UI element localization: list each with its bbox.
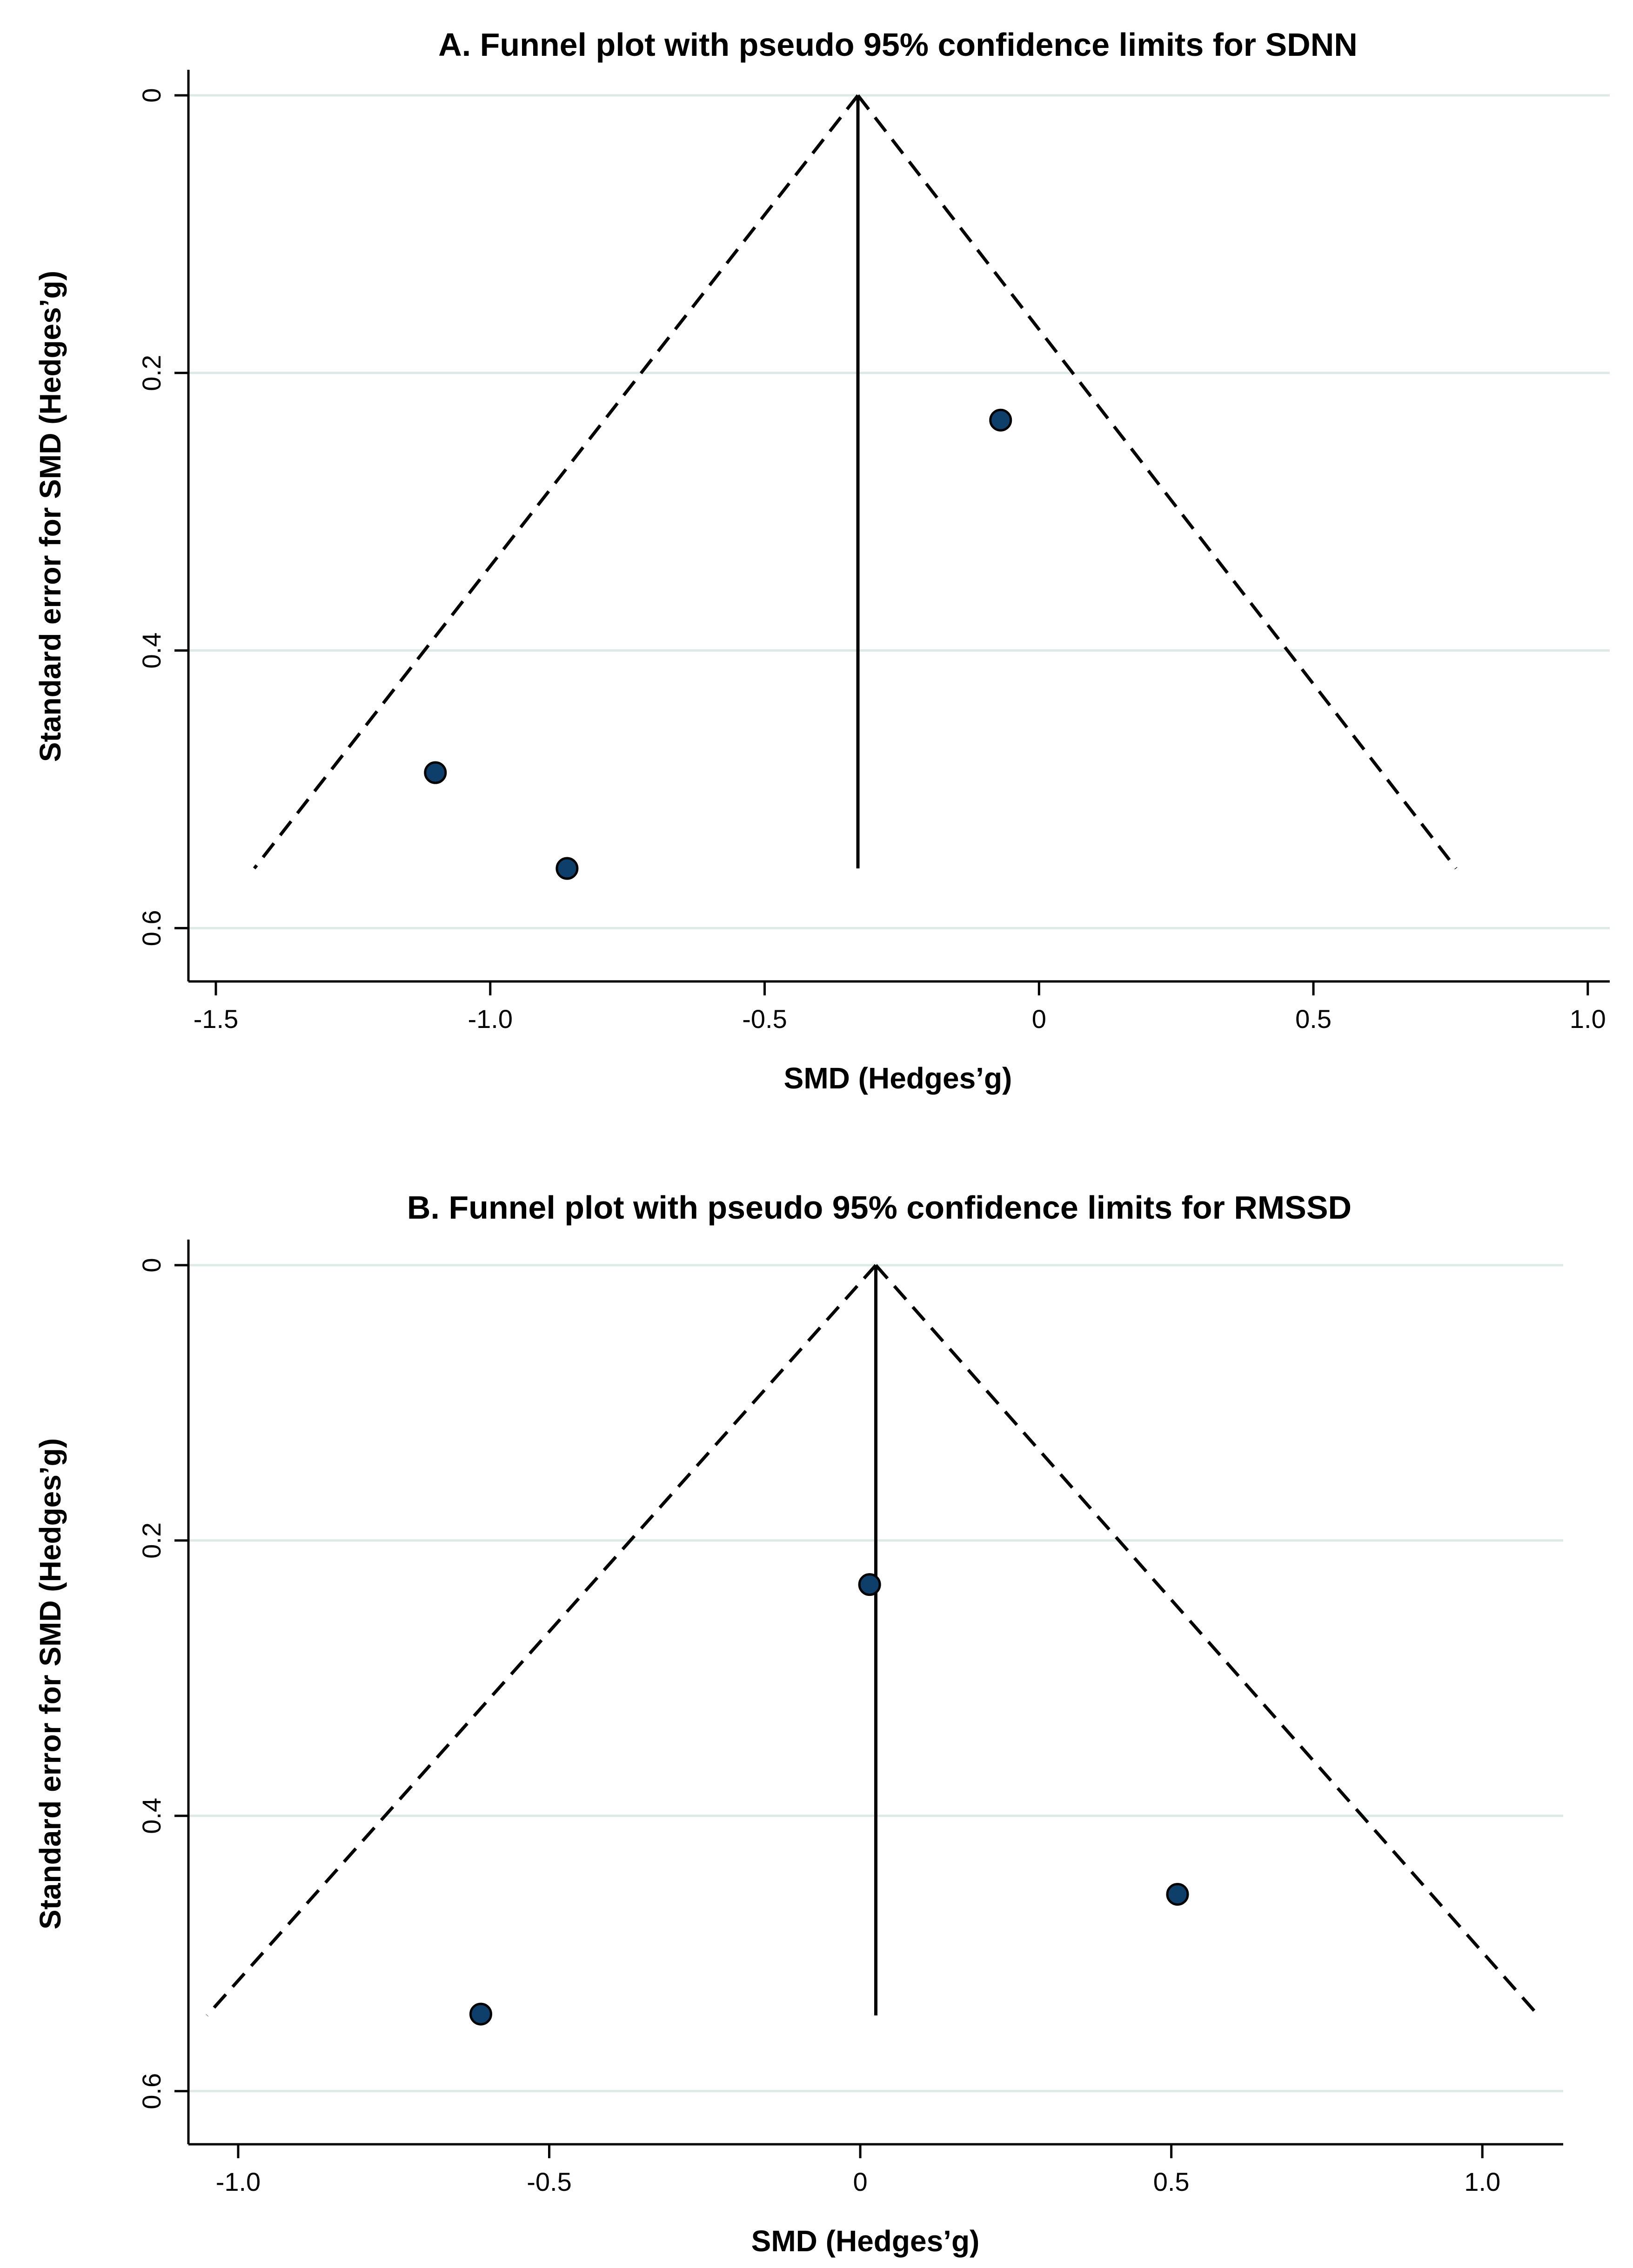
- y-axis-label: Standard error for SMD (Hedges’g): [33, 271, 67, 762]
- study-point: [555, 857, 579, 880]
- points-layer: [424, 408, 1012, 880]
- y-tick-label: 0: [137, 1258, 166, 1272]
- chart-title: A. Funnel plot with pseudo 95% confidenc…: [438, 27, 1358, 63]
- chart-title: B. Funnel plot with pseudo 95% confidenc…: [407, 1189, 1352, 1226]
- panel-b-rmssd: B. Funnel plot with pseudo 95% confidenc…: [33, 1189, 1563, 2258]
- y-tick-label: 0: [137, 88, 166, 102]
- study-point: [469, 2002, 492, 2026]
- y-axis-label: Standard error for SMD (Hedges’g): [33, 1438, 67, 1929]
- grid-layer: [188, 94, 1610, 929]
- x-tick-label: 0: [1032, 1004, 1046, 1034]
- x-tick-label: 0.5: [1153, 2167, 1190, 2196]
- ci-limit-right: [857, 94, 1458, 870]
- study-point: [858, 1573, 881, 1596]
- x-axis-label: SMD (Hedges’g): [784, 1061, 1012, 1095]
- x-tick-label: 0.5: [1295, 1004, 1332, 1034]
- x-axis-label: SMD (Hedges’g): [751, 2224, 980, 2258]
- y-tick-label: 0.4: [137, 1798, 166, 1834]
- study-point: [424, 761, 447, 784]
- funnel-layer: [206, 1264, 1540, 2017]
- funnel-layer: [253, 94, 1458, 870]
- panel-a-sdnn: A. Funnel plot with pseudo 95% confidenc…: [33, 27, 1610, 1095]
- y-tick-label: 0.4: [137, 633, 166, 669]
- x-tick-label: -1.5: [194, 1004, 239, 1034]
- x-tick-label: 1.0: [1464, 2167, 1500, 2196]
- x-tick-label: -1.0: [468, 1004, 513, 1034]
- axis-layer: 0 0.2 0.4 0.6 -1.0 -0.5 0 0.5 1.0: [137, 1240, 1563, 2196]
- y-tick-label: 0.6: [137, 2073, 166, 2109]
- axis-layer: 0 0.2 0.4 0.6 -1.5 -1.0 -0.5 0 0.5 1.0: [137, 70, 1610, 1034]
- x-tick-label: -1.0: [216, 2167, 261, 2196]
- ci-limit-left: [206, 1264, 877, 2017]
- points-layer: [469, 1573, 1189, 2026]
- x-tick-label: -0.5: [742, 1004, 787, 1034]
- x-tick-label: 0: [853, 2167, 867, 2196]
- y-tick-label: 0.2: [137, 1522, 166, 1559]
- ci-limit-right: [874, 1264, 1540, 2017]
- x-tick-label: 1.0: [1570, 1004, 1606, 1034]
- study-point: [1166, 1883, 1189, 1906]
- study-point: [989, 408, 1012, 432]
- ci-limit-left: [253, 94, 859, 870]
- y-tick-label: 0.6: [137, 910, 166, 946]
- y-tick-label: 0.2: [137, 355, 166, 391]
- x-tick-label: -0.5: [527, 2167, 572, 2196]
